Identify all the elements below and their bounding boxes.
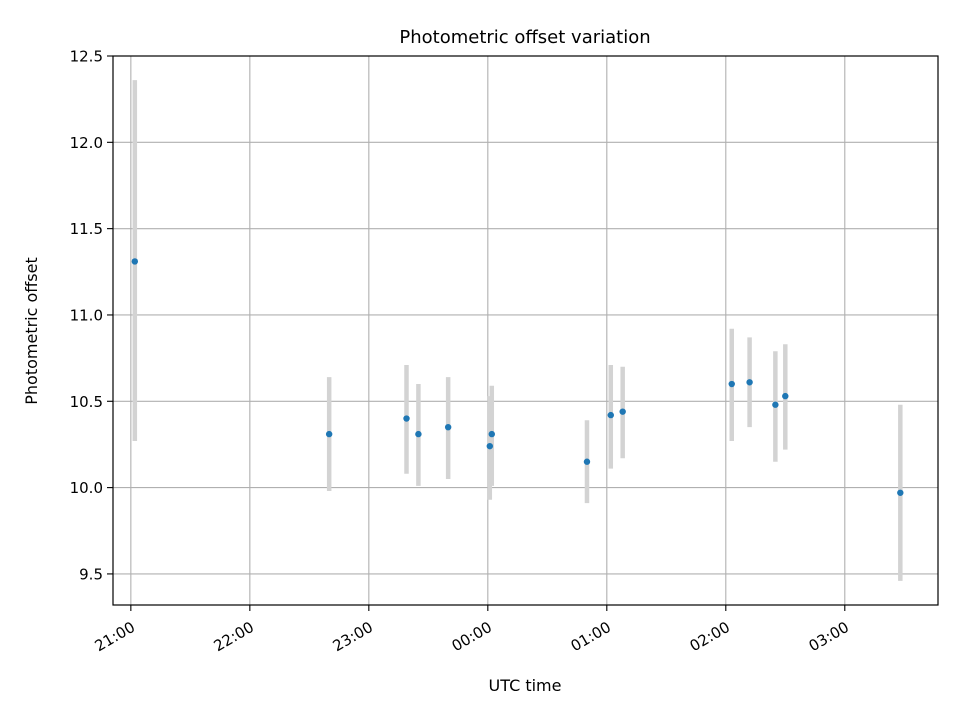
- data-point: [444, 423, 452, 431]
- data-point: [619, 408, 626, 415]
- y-tick-label: 9.5: [79, 565, 103, 583]
- plot-frame: [112, 55, 939, 606]
- data-points: [131, 258, 904, 496]
- data-point: [746, 379, 753, 386]
- y-tick-label: 12.0: [70, 134, 103, 152]
- data-point: [486, 442, 494, 450]
- y-tick-label: 11.5: [70, 220, 103, 238]
- y-tick-label: 12.5: [70, 48, 103, 66]
- data-point: [897, 489, 904, 496]
- x-axis-title: UTC time: [489, 676, 562, 695]
- data-point: [772, 401, 779, 408]
- data-point: [325, 430, 333, 438]
- data-point: [403, 415, 410, 422]
- data-point: [782, 392, 789, 400]
- y-axis-title: Photometric offset: [22, 257, 41, 405]
- data-point: [488, 430, 495, 438]
- data-point: [131, 258, 139, 265]
- y-tick-label: 11.0: [70, 306, 103, 324]
- data-point: [583, 458, 591, 465]
- y-tick-label: 10.5: [70, 393, 103, 411]
- y-axis: 9.5 10.0 10.5 11.0 11.5 12.0 12.5: [70, 48, 113, 583]
- chart-title: Photometric offset variation: [399, 27, 650, 48]
- y-tick-label: 10.0: [70, 479, 103, 497]
- data-point: [415, 430, 422, 438]
- data-point: [728, 380, 735, 388]
- data-point: [607, 411, 614, 419]
